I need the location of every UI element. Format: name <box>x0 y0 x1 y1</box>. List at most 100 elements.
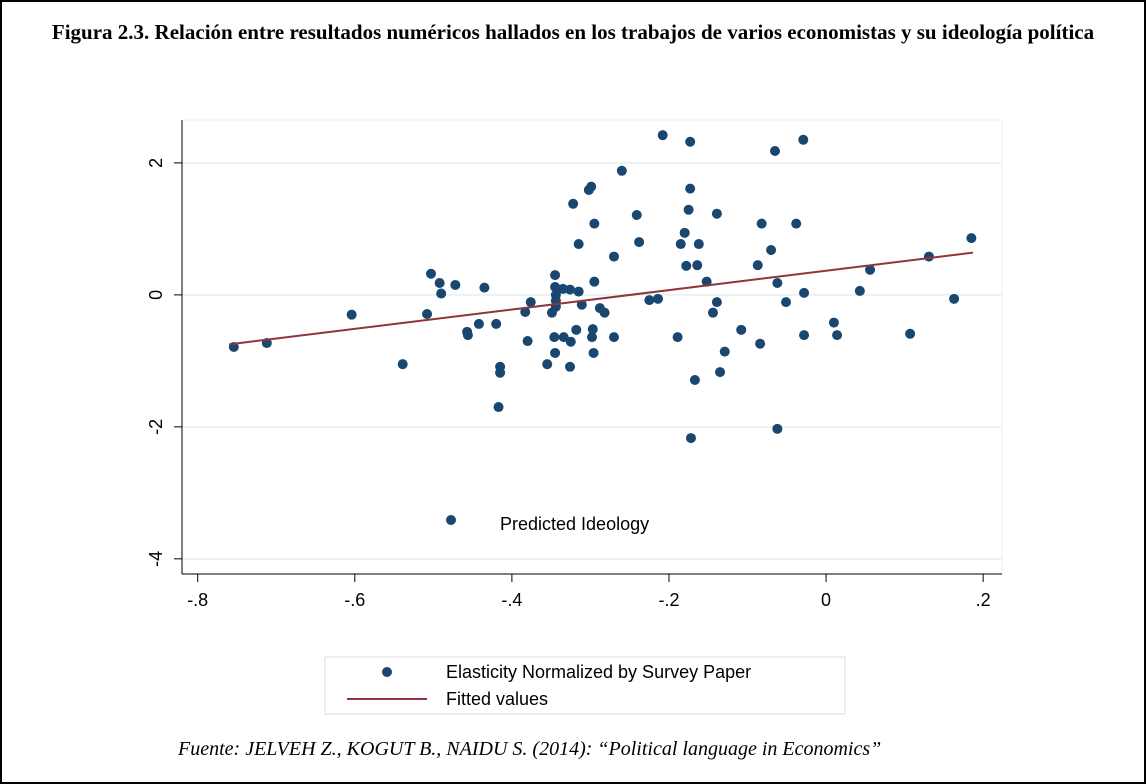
y-tick-label: 2 <box>146 158 166 168</box>
point <box>798 134 809 145</box>
point <box>479 282 490 293</box>
point <box>542 359 553 370</box>
point <box>652 293 663 304</box>
point <box>832 330 843 341</box>
point <box>685 433 696 444</box>
point <box>608 251 619 262</box>
point <box>692 260 703 271</box>
point <box>752 260 763 271</box>
point <box>672 332 683 343</box>
point <box>634 237 645 248</box>
point <box>772 423 783 434</box>
point <box>425 268 436 279</box>
point <box>587 332 597 343</box>
point <box>791 218 802 229</box>
legend-label: Fitted values <box>446 689 548 709</box>
point <box>434 277 445 288</box>
point <box>693 239 704 250</box>
legend-box <box>324 656 846 715</box>
point <box>558 332 569 343</box>
point <box>525 297 536 308</box>
y-tick-label: 0 <box>146 290 166 300</box>
x-tick-label: -.4 <box>501 590 522 610</box>
point <box>462 330 473 341</box>
point <box>565 284 576 295</box>
point <box>549 332 560 343</box>
point <box>397 359 408 370</box>
point <box>755 338 766 349</box>
point <box>756 218 767 229</box>
plot-area <box>181 119 1003 575</box>
point <box>608 332 619 343</box>
x-tick-label: .2 <box>976 590 991 610</box>
chart-title: Figura 2.3. Relación entre resultados nu… <box>51 20 1095 44</box>
legend-label: Elasticity Normalized by Survey Paper <box>446 662 751 682</box>
point <box>616 165 627 176</box>
x-tick-label: -.6 <box>344 590 365 610</box>
point <box>828 317 839 328</box>
point <box>599 307 610 318</box>
point <box>657 130 668 141</box>
point <box>685 136 696 147</box>
point <box>586 181 597 192</box>
point <box>450 279 461 290</box>
point <box>631 210 642 221</box>
point <box>675 239 686 250</box>
x-tick-label: 0 <box>821 590 831 610</box>
point <box>473 318 484 329</box>
point <box>589 276 600 287</box>
point <box>491 318 502 329</box>
point <box>766 244 777 255</box>
point <box>573 239 584 250</box>
point <box>905 328 916 339</box>
point <box>719 346 730 357</box>
point <box>422 309 433 320</box>
point <box>685 183 696 194</box>
y-tick-label: -4 <box>146 551 166 567</box>
point <box>576 299 587 310</box>
point <box>550 347 561 358</box>
point <box>865 264 876 275</box>
point <box>711 297 722 308</box>
point <box>679 227 690 238</box>
point <box>571 324 582 335</box>
point <box>493 402 504 413</box>
point <box>681 260 692 271</box>
y-tick-label: -2 <box>146 419 166 435</box>
point <box>923 251 934 262</box>
annotation-marker <box>446 515 456 525</box>
point <box>346 309 357 320</box>
point <box>522 336 533 347</box>
x-tick-label: -.2 <box>658 590 679 610</box>
point <box>772 277 783 288</box>
point <box>715 367 726 378</box>
point <box>587 324 598 335</box>
point <box>436 288 447 299</box>
point <box>568 198 579 209</box>
x-tick-label: -.8 <box>187 590 208 610</box>
point <box>736 324 747 335</box>
point <box>588 347 599 358</box>
point <box>565 336 576 347</box>
source: Fuente: JELVEH Z., KOGUT B., NAIDU S. (2… <box>178 738 882 760</box>
fit-line <box>229 251 974 346</box>
point <box>854 285 865 296</box>
point <box>707 307 718 318</box>
point <box>550 281 561 292</box>
point <box>520 307 531 318</box>
annotation: Predicted Ideology <box>500 514 649 534</box>
point <box>711 208 722 219</box>
point <box>949 293 960 304</box>
point <box>770 146 781 157</box>
point <box>644 295 655 306</box>
point <box>781 297 792 308</box>
point <box>683 204 694 215</box>
point <box>565 361 576 372</box>
point <box>689 374 700 385</box>
point <box>799 287 810 298</box>
point <box>966 233 977 244</box>
point <box>589 218 600 229</box>
point <box>573 286 584 297</box>
